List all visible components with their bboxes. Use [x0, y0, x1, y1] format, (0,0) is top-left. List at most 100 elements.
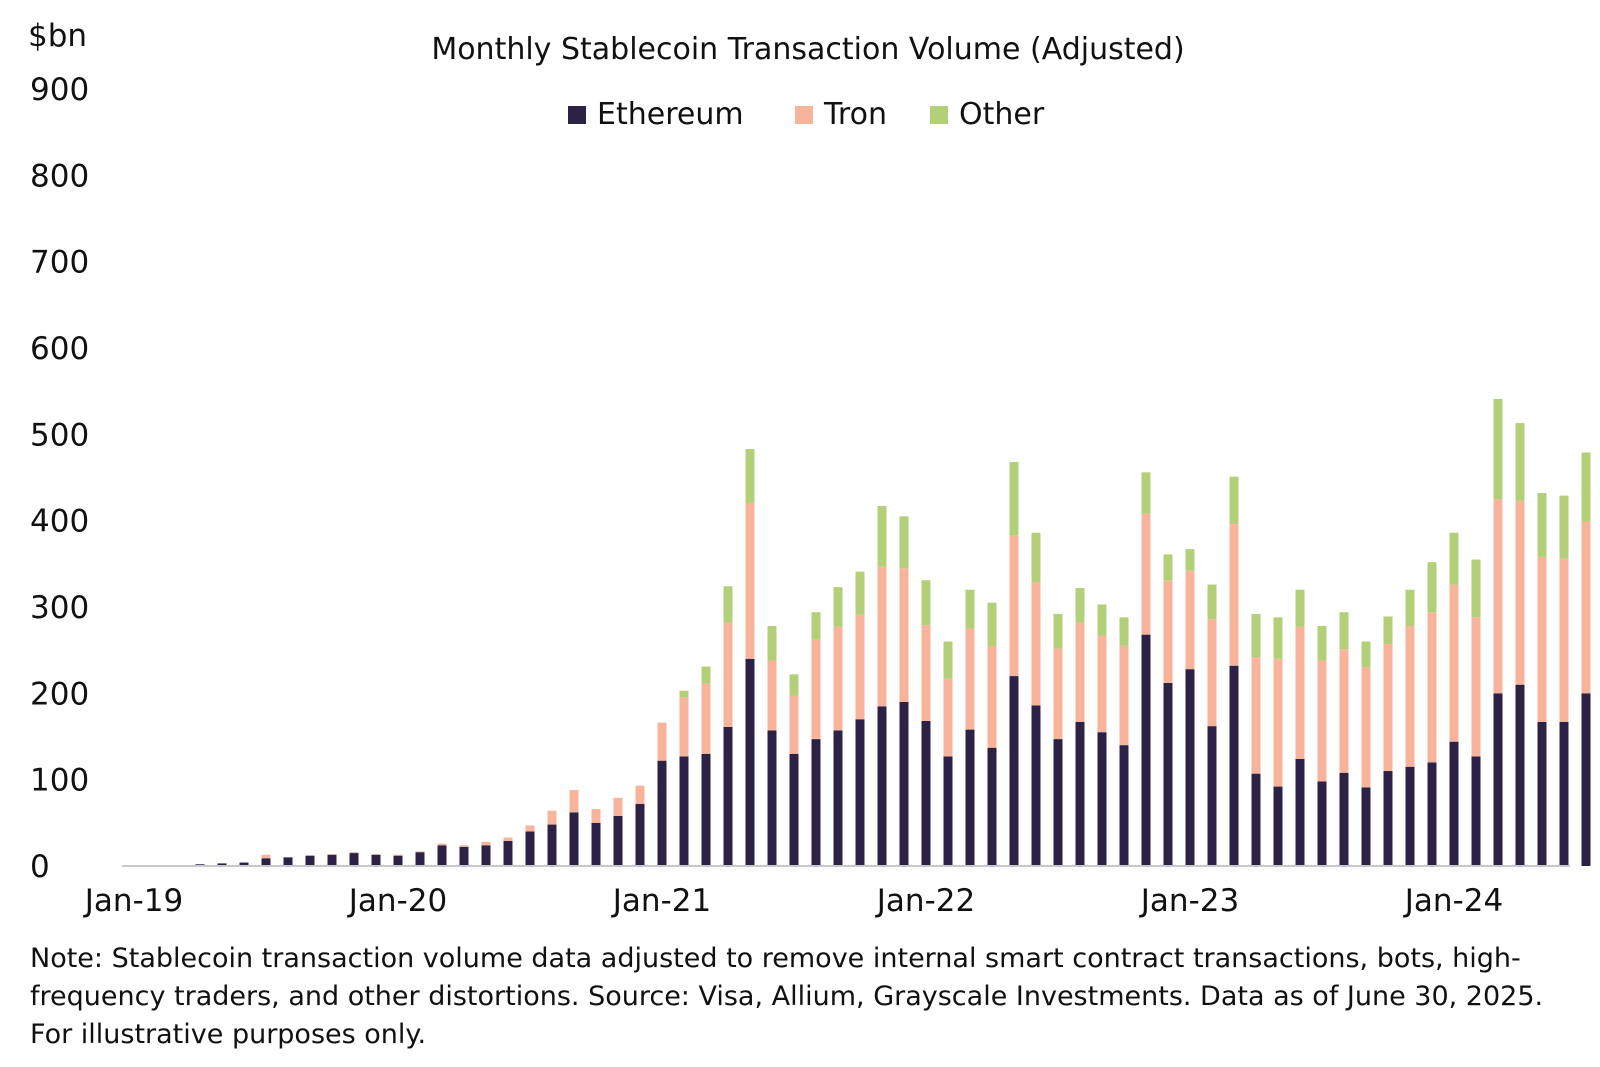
bar-ethereum-2019-11: [349, 853, 359, 866]
bar-ethereum-2020-02: [415, 852, 425, 866]
bar-ethereum-2020-01: [393, 855, 403, 866]
bar-tron-2024-05: [1537, 556, 1547, 722]
bar-tron-2021-06: [767, 660, 777, 731]
bar-other-2021-06: [767, 625, 777, 661]
legend-label-tron: Tron: [823, 97, 887, 132]
bar-other-2022-10: [1119, 617, 1129, 646]
bar-other-2023-05: [1273, 617, 1283, 659]
bar-tron-2020-07: [525, 825, 535, 832]
x-tick-label: Jan-19: [83, 883, 183, 919]
bar-ethereum-2020-11: [613, 815, 623, 866]
bar-other-2024-07: [1581, 452, 1591, 522]
y-tick-label: 200: [30, 676, 89, 712]
bar-ethereum-2019-10: [327, 854, 337, 866]
bar-other-2023-04: [1251, 613, 1261, 658]
bar-other-2023-07: [1317, 625, 1327, 661]
y-tick-label: 600: [30, 331, 89, 367]
bar-ethereum-2020-08: [547, 824, 557, 866]
bar-tron-2024-04: [1515, 500, 1525, 685]
y-axis-ticks: 0 100 200 300 400 500 600 700 800 900: [30, 72, 89, 885]
bar-other-2021-03: [701, 666, 711, 684]
bar-ethereum-2024-01: [1449, 741, 1459, 866]
bar-ethereum-2024-05: [1537, 721, 1547, 866]
bar-ethereum-2022-04: [987, 747, 997, 866]
bar-tron-2022-05: [1009, 535, 1019, 677]
bar-other-2023-11: [1405, 589, 1415, 626]
bar-other-2021-08: [811, 612, 821, 640]
bar-tron-2023-08: [1339, 649, 1349, 773]
bar-ethereum-2021-05: [745, 658, 755, 866]
bar-tron-2023-04: [1251, 657, 1261, 774]
bar-tron-2023-12: [1427, 612, 1437, 763]
legend-label-ethereum: Ethereum: [597, 97, 744, 132]
bar-tron-2023-10: [1383, 644, 1393, 772]
bar-ethereum-2021-08: [811, 739, 821, 866]
bar-tron-2020-09: [569, 790, 579, 813]
bar-tron-2020-01: [393, 854, 403, 856]
bar-ethereum-2023-06: [1295, 758, 1305, 866]
bar-other-2022-05: [1009, 461, 1019, 536]
bar-tron-2022-12: [1163, 580, 1173, 683]
bar-tron-2024-03: [1493, 499, 1503, 694]
bar-ethereum-2021-06: [767, 730, 777, 866]
bar-ethereum-2024-07: [1581, 693, 1591, 866]
bar-ethereum-2022-01: [921, 720, 931, 866]
bar-ethereum-2020-07: [525, 831, 535, 866]
bar-other-2021-12: [899, 516, 909, 569]
bar-ethereum-2023-04: [1251, 773, 1261, 866]
x-tick-label: Jan-20: [347, 883, 447, 919]
bar-tron-2022-03: [965, 628, 975, 730]
bar-ethereum-2023-07: [1317, 781, 1327, 866]
bar-tron-2023-01: [1185, 570, 1195, 670]
bar-tron-2019-12: [371, 853, 381, 855]
bar-ethereum-2023-10: [1383, 771, 1393, 866]
bar-ethereum-2023-03: [1229, 665, 1239, 866]
bar-other-2021-02: [679, 690, 689, 698]
bar-tron-2022-07: [1053, 648, 1063, 740]
bar-other-2023-08: [1339, 612, 1349, 650]
bar-other-2021-09: [833, 587, 843, 627]
bar-other-2021-11: [877, 505, 887, 567]
bar-tron-2021-01: [657, 722, 667, 761]
bar-ethereum-2022-12: [1163, 682, 1173, 866]
bar-other-2023-10: [1383, 616, 1393, 645]
bar-tron-2022-11: [1141, 513, 1151, 635]
bar-tron-2024-02: [1471, 617, 1481, 757]
bar-ethereum-2024-02: [1471, 756, 1481, 866]
bar-other-2022-09: [1097, 604, 1107, 636]
bar-ethereum-2019-12: [371, 854, 381, 866]
bar-ethereum-2022-02: [943, 756, 953, 866]
y-tick-label: 0: [30, 849, 50, 885]
bar-ethereum-2021-11: [877, 706, 887, 866]
bar-other-2024-05: [1537, 493, 1547, 557]
bar-other-2023-03: [1229, 476, 1239, 525]
bar-tron-2022-02: [943, 678, 953, 757]
bar-tron-2021-07: [789, 695, 799, 754]
bar-ethereum-2023-02: [1207, 726, 1217, 866]
bar-tron-2023-11: [1405, 625, 1415, 767]
bar-other-2022-07: [1053, 613, 1063, 649]
bar-tron-2020-03: [437, 843, 447, 846]
x-axis-ticks: Jan-19Jan-20Jan-21Jan-22Jan-23Jan-24Jan-…: [83, 883, 1503, 919]
bar-other-2022-02: [943, 641, 953, 679]
bar-tron-2022-06: [1031, 581, 1041, 706]
bar-ethereum-2022-03: [965, 729, 975, 866]
bar-tron-2023-09: [1361, 667, 1371, 788]
y-tick-label: 400: [30, 504, 89, 540]
bar-other-2021-05: [745, 449, 755, 503]
bar-ethereum-2020-06: [503, 840, 513, 866]
bar-ethereum-2021-03: [701, 753, 711, 866]
bar-ethereum-2021-09: [833, 730, 843, 866]
bar-other-2022-12: [1163, 554, 1173, 581]
bar-other-2022-11: [1141, 472, 1151, 514]
bar-tron-2022-01: [921, 625, 931, 721]
bar-tron-2021-04: [723, 622, 733, 727]
bar-other-2024-03: [1493, 398, 1503, 500]
bar-ethereum-2024-03: [1493, 693, 1503, 866]
legend-swatch-other: [930, 106, 948, 124]
bar-tron-2020-06: [503, 837, 513, 841]
bar-ethereum-2022-05: [1009, 676, 1019, 866]
legend-swatch-tron: [795, 106, 813, 124]
y-axis-unit-label: $bn: [28, 18, 87, 54]
